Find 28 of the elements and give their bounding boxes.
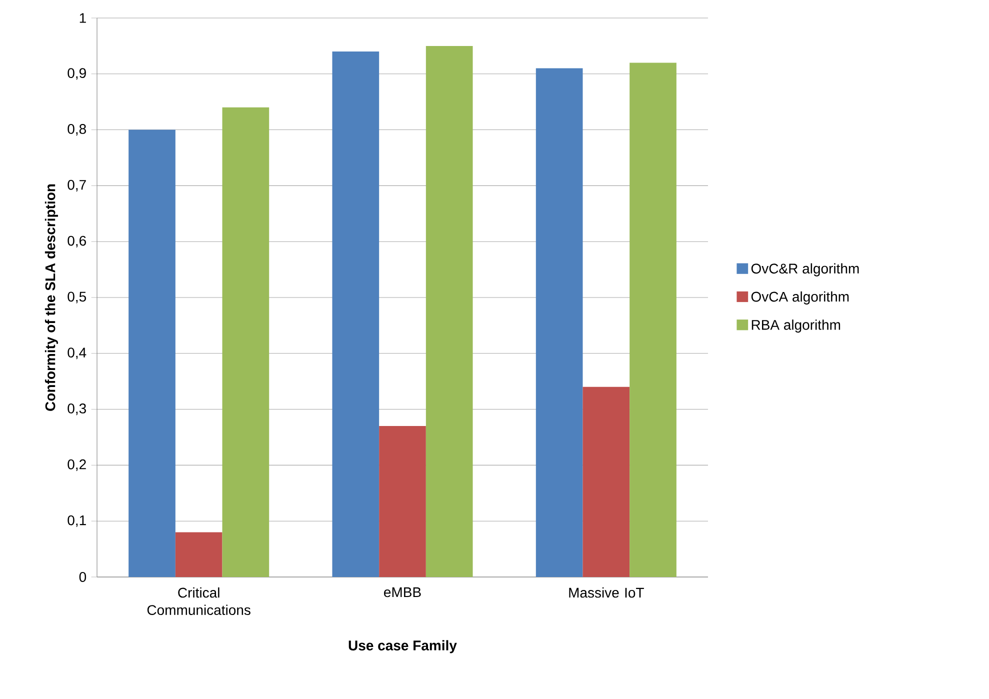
bar [175,532,222,577]
x-tick-label: eMBB [384,587,421,598]
bar [379,426,426,577]
y-tick-label: 0,4 [68,348,86,360]
bar [128,130,176,577]
bar [536,68,583,577]
y-tick-label: 0,3 [68,404,86,416]
x-axis-title: Use case Family [348,640,457,654]
bar [582,386,630,577]
y-tick-label: 0,1 [68,515,86,527]
bar [222,107,270,577]
x-tick-label: Critical Communications [147,587,250,616]
legend-label: RBA algorithm [752,320,840,333]
y-tick-label: 0,5 [68,292,86,304]
bar [630,62,676,577]
legend-label: OvC&R algorithm [751,263,859,276]
y-tick-label: 0,9 [68,68,86,80]
y-tick-label: 0,8 [68,124,86,136]
y-tick-label: 0,6 [68,236,86,248]
y-tick-label: 1 [80,13,86,23]
y-tick-label: 0,2 [68,459,86,471]
bar [426,46,473,577]
y-axis-title: Conformity of the SLA description [44,184,58,411]
x-tick-label: Massive IoT [569,587,644,598]
legend-label: OvCA algorithm [751,291,849,304]
y-tick-label: 0 [79,572,86,582]
y-tick-label: 0,7 [68,180,86,192]
bar [332,52,380,577]
